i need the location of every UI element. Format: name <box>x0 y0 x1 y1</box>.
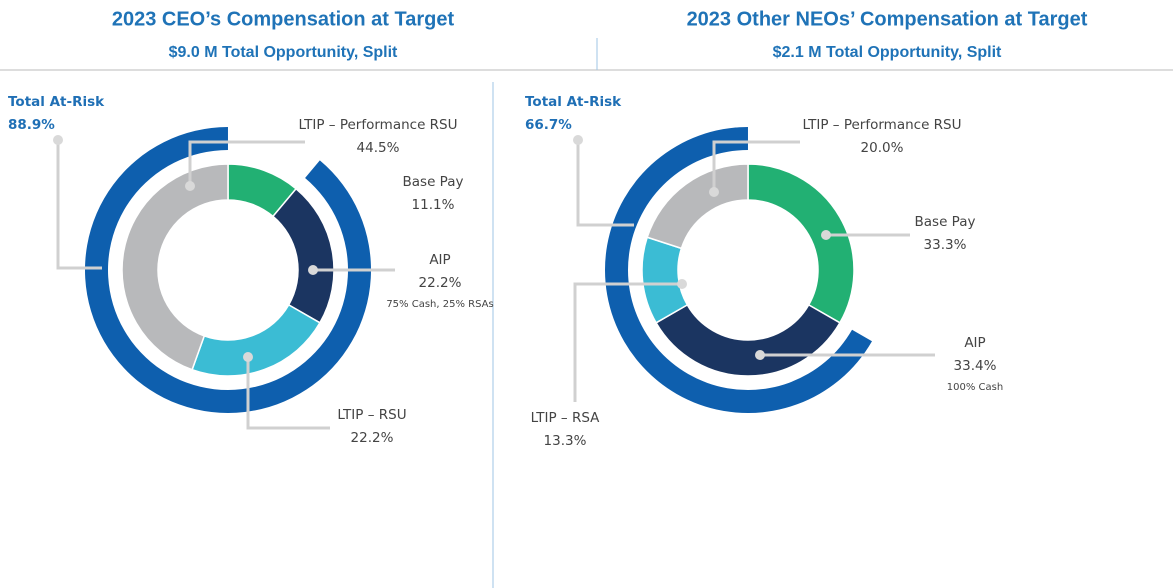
leader-dot <box>308 265 318 275</box>
segment-note: 75% Cash, 25% RSAs <box>386 299 493 310</box>
donut-segment <box>747 163 855 324</box>
segment-label: AIP <box>964 335 985 351</box>
at-risk-label: Total At-Risk <box>525 94 622 110</box>
segment-value: 33.4% <box>954 358 997 374</box>
leader-line <box>576 140 634 227</box>
chart-title: 2023 CEO’s Compensation at Target <box>112 8 455 30</box>
segment-value: 22.2% <box>351 430 394 446</box>
leader-dot <box>709 187 719 197</box>
segment-value: 20.0% <box>861 140 904 156</box>
segment-value: 44.5% <box>357 140 400 156</box>
segment-value: 22.2% <box>419 275 462 291</box>
leader-dot <box>821 230 831 240</box>
segment-label: AIP <box>429 252 450 268</box>
at-risk-value: 66.7% <box>525 117 572 133</box>
donut-segment <box>646 163 749 250</box>
at-risk-value: 88.9% <box>8 117 55 133</box>
segment-note: 100% Cash <box>947 382 1003 393</box>
chart-title: 2023 Other NEOs’ Compensation at Target <box>687 8 1088 30</box>
segment-label: LTIP – RSU <box>337 407 406 423</box>
chart-subtitle: $2.1 M Total Opportunity, Split <box>773 44 1002 61</box>
segment-label: LTIP – Performance RSU <box>298 117 457 133</box>
segment-label: Base Pay <box>915 214 976 230</box>
donut-segment <box>271 187 335 324</box>
leader-line <box>246 357 330 430</box>
segment-label: Base Pay <box>403 174 464 190</box>
segment-value: 11.1% <box>412 197 455 213</box>
segment-value: 13.3% <box>544 433 587 449</box>
at-risk-label: Total At-Risk <box>8 94 105 110</box>
chart-subtitle: $9.0 M Total Opportunity, Split <box>169 44 398 61</box>
donut-segment <box>121 163 229 371</box>
leader-line <box>573 282 682 402</box>
segment-label: LTIP – RSA <box>531 410 601 426</box>
leader-dot <box>53 135 63 145</box>
leader-dot <box>573 135 583 145</box>
donut-segment <box>655 303 841 377</box>
donut-segment <box>191 303 321 377</box>
leader-line <box>56 140 102 270</box>
leader-dot <box>755 350 765 360</box>
leader-dot <box>677 279 687 289</box>
leader-dot <box>243 352 253 362</box>
segment-label: LTIP – Performance RSU <box>802 117 961 133</box>
leader-line <box>712 140 800 192</box>
segment-value: 33.3% <box>924 237 967 253</box>
leader-dot <box>185 181 195 191</box>
leader-line <box>188 140 305 186</box>
